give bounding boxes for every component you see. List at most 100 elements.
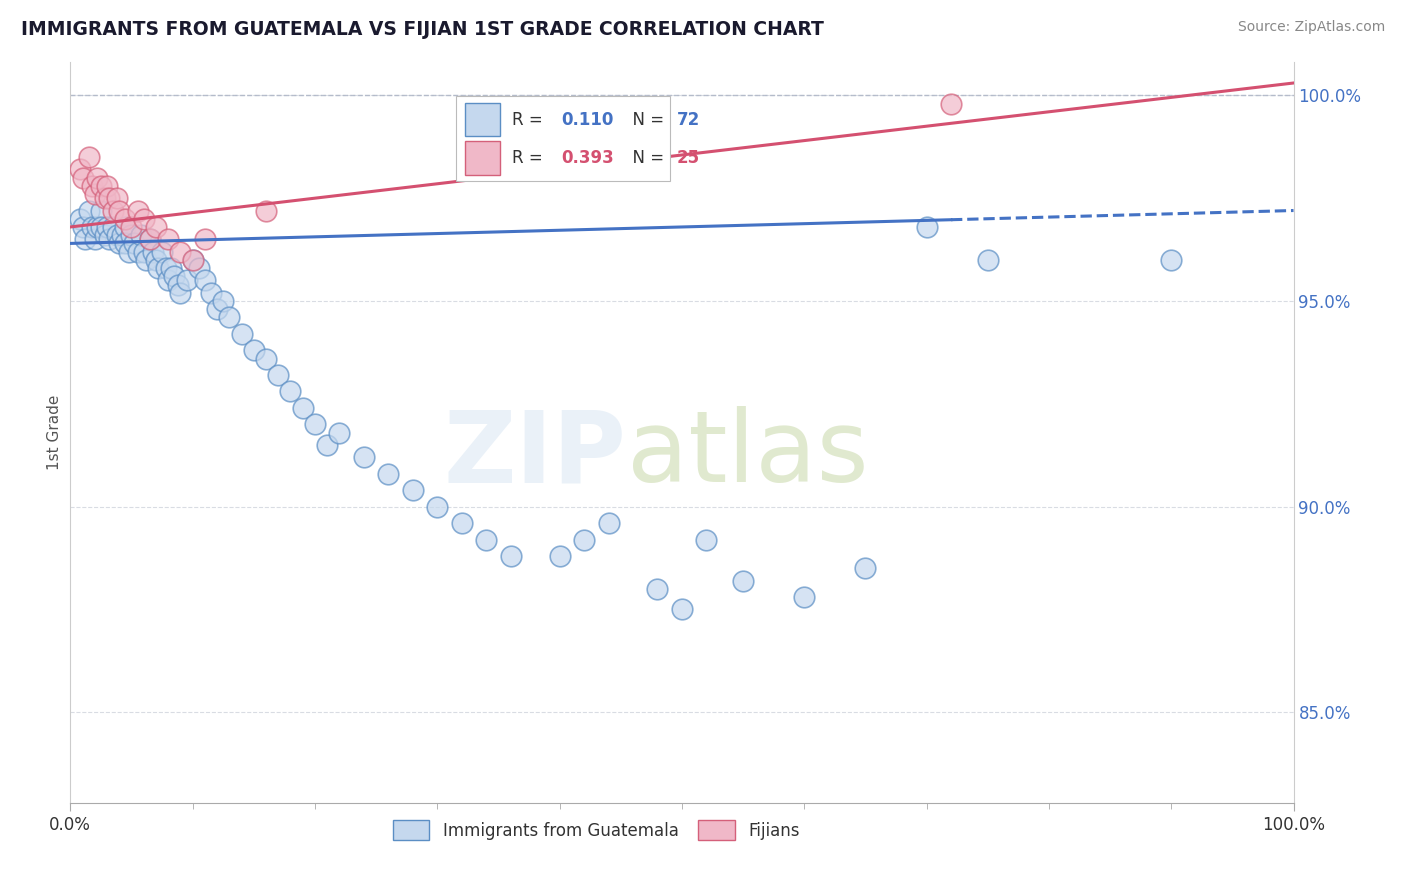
Point xyxy=(132,211,155,226)
Point xyxy=(671,602,693,616)
Point xyxy=(572,533,595,547)
Point xyxy=(402,483,425,498)
Point xyxy=(114,211,136,226)
Point xyxy=(267,368,290,382)
Text: IMMIGRANTS FROM GUATEMALA VS FIJIAN 1ST GRADE CORRELATION CHART: IMMIGRANTS FROM GUATEMALA VS FIJIAN 1ST … xyxy=(21,20,824,38)
Point xyxy=(69,162,91,177)
Point xyxy=(82,178,104,193)
Point xyxy=(194,273,217,287)
Point xyxy=(163,269,186,284)
Point xyxy=(96,219,118,234)
Point xyxy=(132,244,155,259)
Point xyxy=(86,219,108,234)
Point xyxy=(77,150,100,164)
Point xyxy=(83,187,105,202)
Point xyxy=(90,203,112,218)
Point xyxy=(150,244,173,259)
Point xyxy=(142,244,165,259)
Point xyxy=(139,232,162,246)
Point xyxy=(159,261,181,276)
Point xyxy=(548,549,571,563)
Point xyxy=(181,252,204,267)
Text: 25: 25 xyxy=(678,149,700,167)
Point xyxy=(254,203,277,218)
Point xyxy=(145,252,167,267)
Point xyxy=(86,170,108,185)
Text: R =: R = xyxy=(512,149,548,167)
Point xyxy=(77,203,100,218)
Point xyxy=(426,500,449,514)
Point xyxy=(83,232,105,246)
Point xyxy=(280,384,302,399)
Point xyxy=(93,228,115,243)
Point xyxy=(194,232,217,246)
Text: N =: N = xyxy=(621,111,669,128)
Point xyxy=(205,302,228,317)
Point xyxy=(157,273,180,287)
Point xyxy=(475,533,498,547)
Point xyxy=(148,261,170,276)
Text: 72: 72 xyxy=(678,111,700,128)
Y-axis label: 1st Grade: 1st Grade xyxy=(46,395,62,470)
Point xyxy=(157,232,180,246)
Legend: Immigrants from Guatemala, Fijians: Immigrants from Guatemala, Fijians xyxy=(385,814,807,847)
Point xyxy=(127,244,149,259)
Point xyxy=(73,232,96,246)
Point xyxy=(111,228,134,243)
Text: Source: ZipAtlas.com: Source: ZipAtlas.com xyxy=(1237,20,1385,34)
Point xyxy=(316,438,339,452)
Point xyxy=(101,219,124,234)
Point xyxy=(90,219,112,234)
Point xyxy=(377,467,399,481)
Point xyxy=(114,219,136,234)
Point xyxy=(176,273,198,287)
Point xyxy=(231,326,253,341)
Point xyxy=(93,191,115,205)
Point xyxy=(450,516,472,530)
Point xyxy=(187,261,209,276)
Point xyxy=(145,219,167,234)
Text: 0.393: 0.393 xyxy=(561,149,613,167)
Point xyxy=(108,203,131,218)
Text: R =: R = xyxy=(512,111,548,128)
Point xyxy=(72,170,94,185)
Point xyxy=(200,285,222,300)
Point xyxy=(254,351,277,366)
Text: 0.110: 0.110 xyxy=(561,111,613,128)
Point xyxy=(127,203,149,218)
Point xyxy=(243,343,266,358)
Point xyxy=(121,228,143,243)
Point xyxy=(212,293,235,308)
Point xyxy=(155,261,177,276)
Point xyxy=(353,450,375,465)
Point xyxy=(135,252,157,267)
Text: ZIP: ZIP xyxy=(444,407,627,503)
Point xyxy=(101,203,124,218)
Point xyxy=(1160,252,1182,267)
Point xyxy=(499,549,522,563)
FancyBboxPatch shape xyxy=(456,95,669,181)
Point xyxy=(939,96,962,111)
Point xyxy=(598,516,620,530)
Point xyxy=(72,219,94,234)
Point xyxy=(129,228,152,243)
Point xyxy=(304,417,326,432)
Point xyxy=(647,582,669,596)
Point xyxy=(98,232,121,246)
Point xyxy=(169,285,191,300)
Point xyxy=(98,191,121,205)
Point xyxy=(122,236,145,251)
Point xyxy=(96,178,118,193)
Point xyxy=(695,533,717,547)
Point xyxy=(291,401,314,415)
Point xyxy=(118,244,141,259)
Point xyxy=(169,244,191,259)
Point xyxy=(915,219,938,234)
Point xyxy=(90,178,112,193)
Point xyxy=(855,561,877,575)
Point xyxy=(793,590,815,604)
Point xyxy=(218,310,240,325)
Bar xyxy=(465,103,499,136)
Point xyxy=(82,219,104,234)
Point xyxy=(181,252,204,267)
